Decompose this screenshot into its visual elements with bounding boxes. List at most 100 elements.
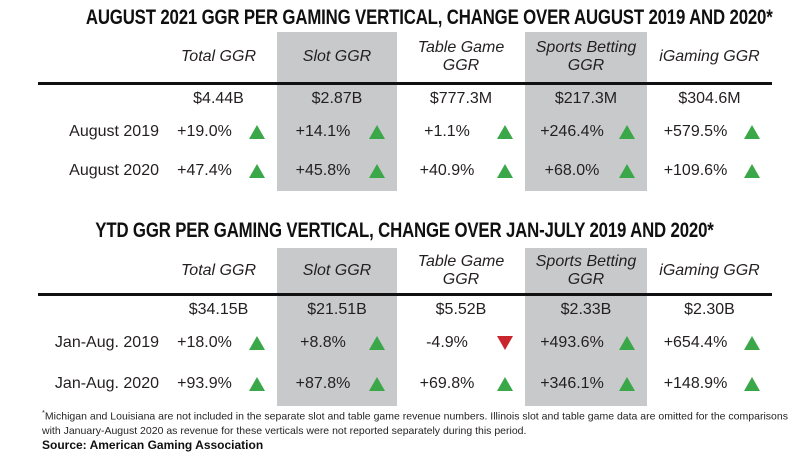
table2-grid: Total GGR Slot GGR Table Game GGR Sports…: [0, 248, 772, 406]
table2-row2-cell-total: +93.9%: [160, 362, 277, 406]
table1-col-total: Total GGR: [181, 48, 256, 66]
trend-icon: [497, 125, 513, 139]
table2-value-sportsbetting: $2.33B: [560, 301, 612, 318]
table1-col-slot: Slot GGR: [302, 48, 372, 66]
table2-row1-cell-sportsbetting: +493.6%: [525, 324, 647, 362]
trend-icon: [249, 377, 265, 391]
table2-divider: [38, 293, 772, 296]
pct-value: +87.8%: [295, 375, 351, 392]
table2-row1-cell-tablegame: -4.9%: [397, 324, 525, 362]
pct-value: +148.9%: [663, 375, 728, 392]
table2-corner-cell: [0, 248, 160, 293]
trend-icon: [249, 125, 265, 139]
trend-icon: [744, 164, 760, 178]
table1-row2-cell-sportsbetting: +68.0%: [525, 151, 647, 191]
trend-icon: [249, 336, 265, 350]
pct-value: +69.8%: [419, 375, 475, 392]
pct-value: +45.8%: [295, 162, 351, 179]
table1-row2-cell-tablegame: +40.9%: [397, 151, 525, 191]
table2-values-label: [0, 296, 160, 324]
pct-value: -4.9%: [426, 334, 468, 351]
table2-row2-cell-sportsbetting: +346.1%: [525, 362, 647, 406]
pct-value: +8.8%: [300, 334, 346, 351]
table1-row1-cell-sportsbetting: +246.4%: [525, 113, 647, 151]
table1-value-sportsbetting: $217.3M: [554, 90, 618, 107]
pct-value: +68.0%: [544, 162, 600, 179]
table2-row1-cell-igaming: +654.4%: [647, 324, 772, 362]
pct-value: +109.6%: [663, 162, 728, 179]
pct-value: +19.0%: [177, 123, 232, 140]
trend-icon: [497, 336, 513, 350]
table2-row1-cell-slot: +8.8%: [277, 324, 397, 362]
table1-value-igaming: $304.6M: [678, 90, 741, 107]
pct-value: +1.1%: [424, 123, 470, 140]
table1-divider: [38, 82, 772, 85]
table1-values-label: [0, 85, 160, 113]
trend-icon: [619, 125, 635, 139]
table1-title: AUGUST 2021 GGR PER GAMING VERTICAL, CHA…: [0, 6, 808, 30]
trend-icon: [744, 377, 760, 391]
trend-icon: [619, 336, 635, 350]
table2-row2-cell-tablegame: +69.8%: [397, 362, 525, 406]
table1-row2-cell-total: +47.4%: [160, 151, 277, 191]
table1-col-igaming: iGaming GGR: [659, 48, 760, 66]
table1-value-total: $4.44B: [193, 90, 244, 107]
table2-value-igaming: $2.30B: [684, 301, 735, 318]
table2-value-total: $34.15B: [188, 301, 249, 318]
table1-row1-cell-tablegame: +1.1%: [397, 113, 525, 151]
table2-col-igaming: iGaming GGR: [659, 261, 760, 279]
table2-row2-cell-slot: +87.8%: [277, 362, 397, 406]
table2-row1-label: Jan-Aug. 2019: [54, 334, 159, 351]
table2-row2-label: Jan-Aug. 2020: [54, 375, 159, 392]
trend-icon: [497, 377, 513, 391]
table1-row1-label: August 2019: [69, 123, 159, 140]
pct-value: +14.1%: [295, 123, 351, 140]
footnote-marker: *: [42, 408, 45, 417]
table2-col-tablegame: Table Game GGR: [417, 252, 505, 288]
table2: Total GGR Slot GGR Table Game GGR Sports…: [0, 248, 772, 406]
pct-value: +40.9%: [419, 162, 475, 179]
trend-icon: [369, 125, 385, 139]
table2-col-sportsbetting: Sports Betting GGR: [535, 252, 637, 288]
table1-value-tablegame: $777.3M: [429, 90, 493, 107]
table1-grid: Total GGR Slot GGR Table Game GGR Sports…: [0, 32, 772, 191]
footnote-text: Michigan and Louisiana are not included …: [42, 410, 788, 437]
trend-icon: [497, 164, 513, 178]
trend-icon: [369, 164, 385, 178]
table1-row1-cell-total: +19.0%: [160, 113, 277, 151]
pct-value: +18.0%: [177, 334, 232, 351]
table1-col-tablegame: Table Game GGR: [417, 39, 505, 74]
table1-value-slot: $2.87B: [311, 90, 363, 107]
table2-col-slot: Slot GGR: [302, 261, 372, 279]
pct-value: +346.1%: [540, 375, 604, 392]
table1-row2-cell-slot: +45.8%: [277, 151, 397, 191]
table1-corner-cell: [0, 32, 160, 82]
trend-icon: [744, 125, 760, 139]
pct-value: +579.5%: [663, 123, 728, 140]
trend-icon: [369, 336, 385, 350]
table2-title-text: YTD GGR PER GAMING VERTICAL, CHANGE OVER…: [94, 219, 714, 242]
trend-icon: [619, 164, 635, 178]
source-line: Source: American Gaming Association: [42, 438, 264, 452]
table1-row2-label: August 2020: [69, 162, 159, 179]
pct-value: +654.4%: [663, 334, 728, 351]
table1: Total GGR Slot GGR Table Game GGR Sports…: [0, 32, 772, 191]
trend-icon: [619, 377, 635, 391]
trend-icon: [249, 164, 265, 178]
table1-title-text: AUGUST 2021 GGR PER GAMING VERTICAL, CHA…: [85, 6, 773, 29]
footnote: *Michigan and Louisiana are not included…: [42, 408, 790, 438]
table2-title: YTD GGR PER GAMING VERTICAL, CHANGE OVER…: [0, 219, 808, 243]
pct-value: +93.9%: [177, 375, 232, 392]
table2-value-slot: $21.51B: [307, 301, 367, 318]
trend-icon: [744, 336, 760, 350]
pct-value: +47.4%: [177, 162, 232, 179]
table2-col-total: Total GGR: [181, 261, 256, 279]
table2-row1-cell-total: +18.0%: [160, 324, 277, 362]
table1-row1-cell-slot: +14.1%: [277, 113, 397, 151]
table1-row2-cell-igaming: +109.6%: [647, 151, 772, 191]
table1-row1-cell-igaming: +579.5%: [647, 113, 772, 151]
trend-icon: [369, 377, 385, 391]
table1-col-sportsbetting: Sports Betting GGR: [535, 39, 637, 74]
pct-value: +493.6%: [540, 334, 604, 351]
